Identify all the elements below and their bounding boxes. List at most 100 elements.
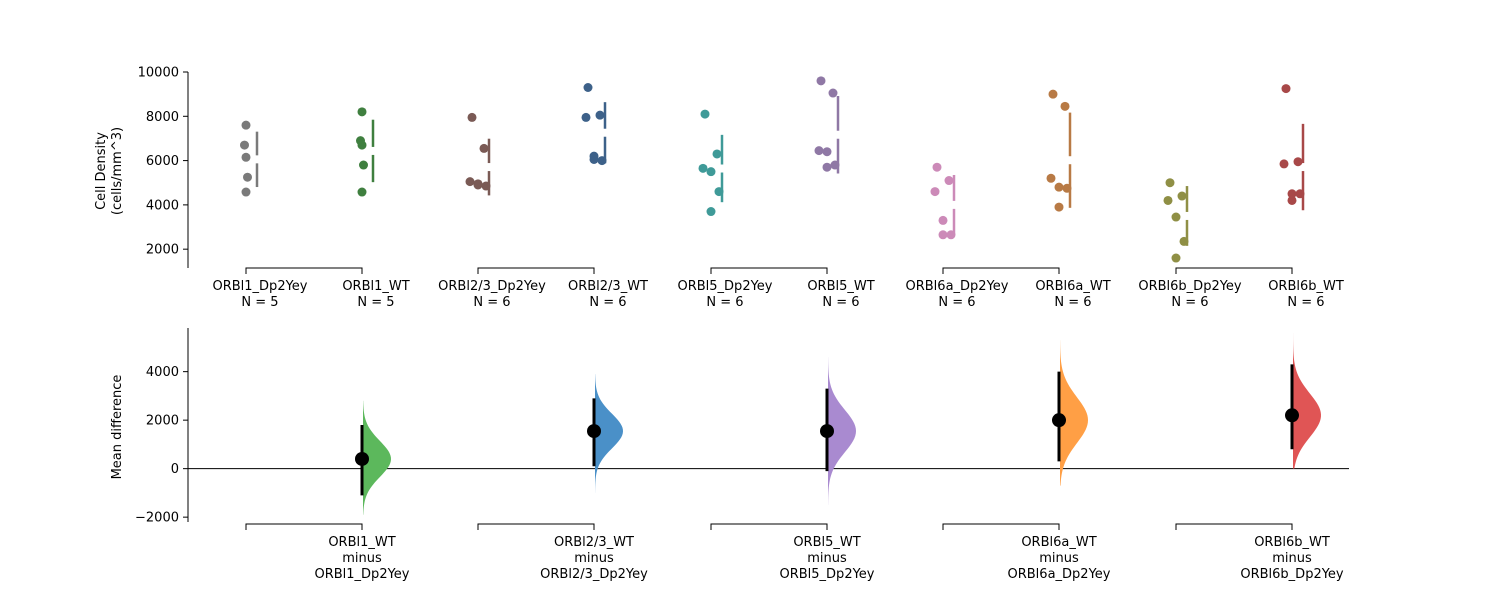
data-point bbox=[1060, 101, 1070, 111]
contrast-label-line: ORBl2/3_Dp2Yey bbox=[540, 567, 648, 582]
data-point bbox=[473, 179, 483, 189]
top-x-axis-bracket bbox=[1175, 267, 1293, 274]
contrast-label-line: ORBl2/3_WT bbox=[554, 535, 634, 550]
top-y-axis-label: Cell Density(cells/mm^3) bbox=[94, 127, 125, 215]
top-x-axis-bracket bbox=[245, 267, 363, 274]
contrast-label-line: ORBl5_WT bbox=[793, 535, 860, 550]
contrast-label-line: ORBl6a_Dp2Yey bbox=[1008, 567, 1111, 582]
data-point bbox=[712, 149, 722, 159]
contrast-label-line: ORBl5_Dp2Yey bbox=[779, 567, 874, 582]
group-label: ORBl1_Dp2Yey bbox=[212, 279, 307, 294]
group-n-label: N = 6 bbox=[938, 295, 975, 310]
contrast-label-line: minus bbox=[574, 551, 614, 566]
top-x-axis-bracket bbox=[477, 267, 595, 274]
group-label: ORBl6a_WT bbox=[1035, 279, 1110, 294]
top-y-tick-label: 8000 bbox=[146, 110, 179, 125]
data-point bbox=[467, 112, 477, 122]
data-point bbox=[822, 162, 832, 172]
data-point bbox=[581, 112, 591, 122]
data-point bbox=[243, 172, 252, 182]
group-n-label: N = 6 bbox=[1171, 295, 1208, 310]
contrast-label-line: ORBl6a_WT bbox=[1021, 535, 1096, 550]
bottom-x-axis-bracket bbox=[1175, 523, 1293, 530]
data-point bbox=[828, 88, 838, 98]
data-point bbox=[1293, 157, 1303, 167]
data-point bbox=[932, 162, 942, 172]
data-point bbox=[1046, 173, 1056, 183]
data-point bbox=[700, 109, 710, 119]
bottom-x-axis-bracket bbox=[477, 523, 595, 530]
data-point bbox=[1279, 159, 1289, 169]
group-n-label: N = 6 bbox=[473, 295, 510, 310]
data-point bbox=[944, 176, 954, 186]
group-n-label: N = 5 bbox=[357, 295, 394, 310]
data-point bbox=[357, 140, 367, 150]
group-label: ORBl1_WT bbox=[342, 279, 409, 294]
contrast-label-line: ORBl6b_WT bbox=[1254, 535, 1330, 550]
group-label: ORBl5_Dp2Yey bbox=[677, 279, 772, 294]
data-point bbox=[1048, 89, 1058, 99]
top-x-axis-bracket bbox=[942, 267, 1060, 274]
data-point bbox=[241, 152, 251, 162]
group-label: ORBl5_WT bbox=[807, 279, 874, 294]
data-point bbox=[1163, 195, 1173, 205]
contrast-label-line: minus bbox=[1039, 551, 1079, 566]
group-n-label: N = 6 bbox=[589, 295, 626, 310]
mean-difference-point bbox=[820, 424, 834, 439]
data-point bbox=[938, 230, 948, 240]
data-point bbox=[1171, 212, 1181, 222]
group-n-label: N = 5 bbox=[241, 295, 278, 310]
data-point bbox=[241, 187, 251, 197]
group-label: ORBl6b_WT bbox=[1268, 279, 1344, 294]
data-point bbox=[816, 76, 826, 86]
bottom-x-axis-bracket bbox=[245, 523, 363, 530]
data-point bbox=[706, 167, 716, 177]
mean-difference-point bbox=[355, 451, 369, 466]
contrast-label-line: ORBl1_Dp2Yey bbox=[314, 567, 409, 582]
mean-difference-point bbox=[1285, 408, 1299, 423]
data-point bbox=[814, 146, 824, 156]
data-point bbox=[822, 147, 832, 157]
top-y-tick-label: 2000 bbox=[146, 243, 179, 258]
mean-difference-point bbox=[1052, 413, 1066, 428]
top-x-axis-bracket bbox=[710, 267, 828, 274]
group-n-label: N = 6 bbox=[1054, 295, 1091, 310]
data-point bbox=[359, 160, 368, 170]
contrast-label-line: minus bbox=[342, 551, 382, 566]
top-y-tick-label: 4000 bbox=[146, 198, 179, 213]
data-point bbox=[241, 120, 251, 130]
mean-difference-panel: −2000 0 2000 4000 Mean difference ORBl1_WTmin… bbox=[110, 328, 1349, 582]
bottom-y-tick-label: 2000 bbox=[146, 414, 179, 429]
data-point bbox=[1177, 191, 1187, 201]
data-point bbox=[357, 107, 367, 117]
group-label: ORBl2/3_Dp2Yey bbox=[438, 279, 546, 294]
data-point bbox=[583, 83, 593, 93]
bottom-y-tick-label: 4000 bbox=[146, 365, 179, 380]
bootstrap-distribution bbox=[828, 357, 856, 506]
group-n-label: N = 6 bbox=[822, 295, 859, 310]
top-y-axis-label-line: Cell Density bbox=[94, 132, 109, 210]
data-point bbox=[357, 187, 367, 197]
top-y-axis-label-line: (cells/mm^3) bbox=[110, 127, 125, 215]
group-label: ORBl6b_Dp2Yey bbox=[1138, 279, 1242, 294]
group-n-label: N = 6 bbox=[1287, 295, 1324, 310]
data-point bbox=[465, 177, 475, 187]
data-point bbox=[1054, 182, 1064, 192]
data-point bbox=[1281, 84, 1291, 94]
top-y-tick-label: 6000 bbox=[146, 154, 179, 169]
data-point bbox=[1287, 189, 1297, 199]
group-n-label: N = 6 bbox=[706, 295, 743, 310]
contrast-label-line: minus bbox=[807, 551, 847, 566]
data-point bbox=[240, 140, 249, 150]
data-point bbox=[1165, 178, 1175, 188]
data-point bbox=[595, 110, 605, 120]
bootstrap-distribution bbox=[1060, 340, 1088, 486]
bottom-y-tick-label: 0 bbox=[171, 462, 179, 477]
group-label: ORBl2/3_WT bbox=[568, 279, 648, 294]
bottom-y-axis-label: Mean difference bbox=[110, 375, 125, 480]
data-point bbox=[706, 207, 716, 217]
bootstrap-distribution bbox=[595, 374, 623, 493]
mean-difference-point bbox=[587, 424, 601, 439]
bootstrap-distribution bbox=[363, 400, 391, 515]
